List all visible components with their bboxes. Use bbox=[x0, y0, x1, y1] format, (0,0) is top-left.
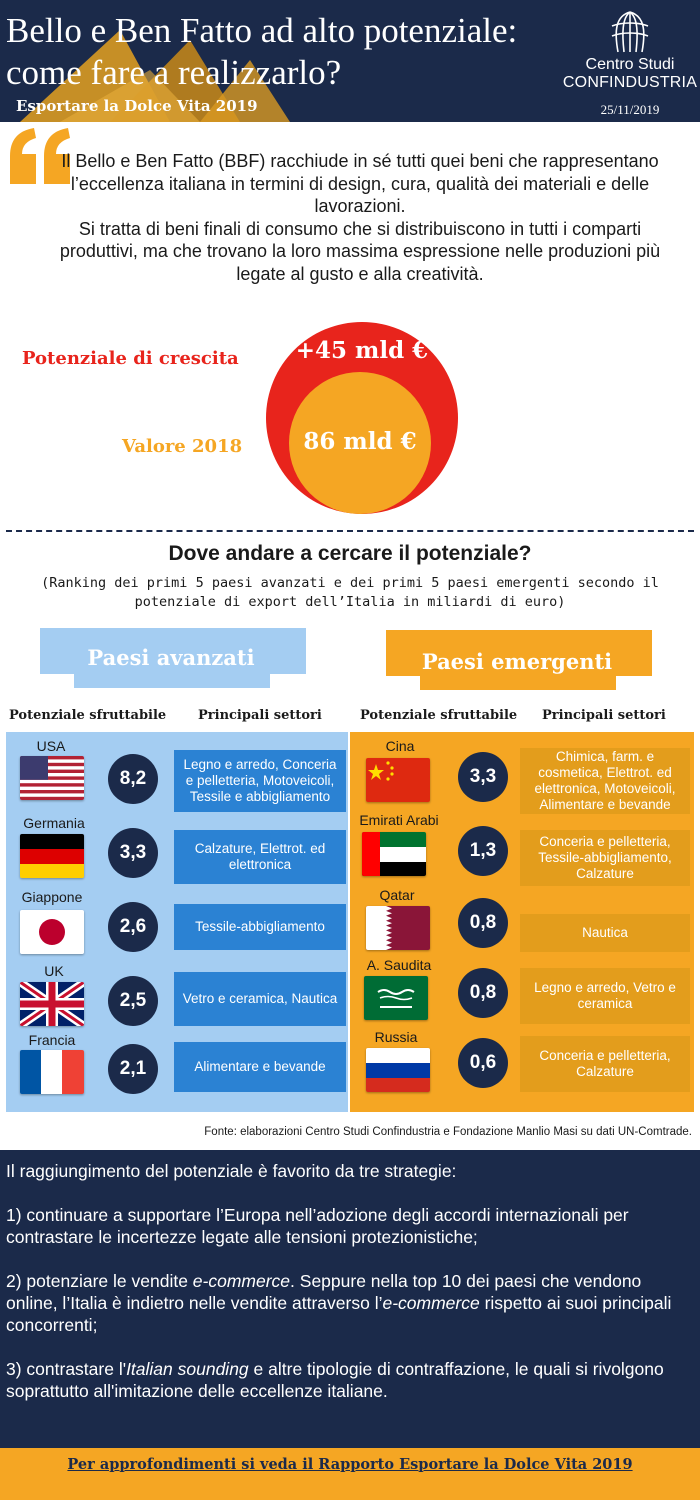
china-flag-icon bbox=[366, 758, 430, 802]
emerging-col-sectors: Principali settori bbox=[542, 708, 666, 723]
strategy-3: 3) contrastare l'Italian sounding e altr… bbox=[6, 1358, 696, 1402]
title-line-2: come fare a realizzarlo? bbox=[6, 53, 342, 92]
potential-value: 0,8 bbox=[458, 968, 508, 1018]
page-subtitle: Esportare la Dolce Vita 2019 bbox=[16, 97, 258, 115]
sectors-box: Tessile-abbigliamento bbox=[174, 904, 346, 950]
strategy-2-part-a: 2) potenziare le vendite bbox=[6, 1271, 193, 1291]
sectors-box: Nautica bbox=[520, 914, 690, 952]
country-name: Cina bbox=[385, 738, 415, 754]
japan-flag-icon bbox=[20, 910, 84, 954]
strategy-2-emphasis-2: e-commerce bbox=[382, 1293, 480, 1313]
strategy-3-part-b: e altre tipologie di contraffazione, le … bbox=[6, 1359, 664, 1401]
potential-value: 2,1 bbox=[108, 1044, 158, 1094]
country-name: Emirati Arabi bbox=[359, 812, 439, 828]
country-name: Germania bbox=[23, 815, 85, 831]
sectors-box: Alimentare e bevande bbox=[174, 1042, 346, 1092]
growth-label: Potenziale di crescita bbox=[22, 348, 239, 369]
section-divider bbox=[6, 530, 694, 532]
org-name-line-2: CONFINDUSTRIA bbox=[562, 74, 698, 91]
quote-icon bbox=[10, 128, 70, 184]
uk-flag-icon bbox=[20, 982, 84, 1026]
advanced-col-potential: Potenziale sfruttabile bbox=[9, 708, 167, 723]
sectors-box: Legno e arredo, Conceria e pelletteria, … bbox=[174, 750, 346, 812]
country-name: Russia bbox=[374, 1029, 418, 1045]
advanced-title: Paesi avanzati bbox=[87, 645, 255, 670]
value-label: Valore 2018 bbox=[122, 436, 243, 457]
strategies-text: Il raggiungimento del potenziale è favor… bbox=[6, 1160, 696, 1424]
potential-value: 2,6 bbox=[108, 902, 158, 952]
report-link[interactable]: Per approfondimenti si veda il Rapporto … bbox=[67, 1456, 633, 1473]
potential-value: 8,2 bbox=[108, 754, 158, 804]
strategy-2-emphasis-1: e-commerce bbox=[192, 1271, 291, 1291]
country-name: Qatar bbox=[379, 887, 415, 903]
country-name: Giappone bbox=[21, 889, 83, 905]
potential-value: 0,8 bbox=[458, 898, 508, 948]
saudi-flag-icon bbox=[364, 976, 428, 1020]
sectors-box: Calzature, Elettrot. ed elettronica bbox=[174, 830, 346, 884]
advanced-col-sectors: Principali settori bbox=[198, 708, 322, 723]
strategy-1: 1) continuare a supportare l’Europa nell… bbox=[6, 1205, 629, 1247]
sectors-box: Conceria e pelletteria, Tessile-abbiglia… bbox=[520, 830, 690, 886]
strategies-panel bbox=[0, 1150, 700, 1448]
strategy-2-part-b: . Seppure nella top 10 dei paesi che ven… bbox=[6, 1271, 642, 1313]
country-name: USA bbox=[36, 738, 66, 754]
value-value: 86 mld € bbox=[303, 428, 417, 455]
strategy-3-emphasis: Italian sounding bbox=[126, 1359, 249, 1379]
emerging-col-potential: Potenziale sfruttabile bbox=[360, 708, 518, 723]
growth-value: +45 mld € bbox=[295, 337, 429, 364]
org-name-line-1: Centro Studi bbox=[585, 56, 675, 73]
france-flag-icon bbox=[20, 1050, 84, 1094]
intro-paragraph-2: Si tratta di beni finali di consumo che … bbox=[59, 218, 661, 284]
header: Bello e Ben Fatto ad alto potenziale: co… bbox=[0, 0, 700, 122]
potential-value: 3,3 bbox=[458, 752, 508, 802]
advanced-banner-tab bbox=[74, 672, 270, 688]
ranking-title: Dove andare a cercare il potenziale? bbox=[168, 542, 532, 565]
intro-text: Il Bello e Ben Fatto (BBF) racchiude in … bbox=[50, 150, 670, 285]
qatar-flag-icon bbox=[366, 906, 430, 950]
strategy-2: 2) potenziare le vendite e-commerce. Sep… bbox=[6, 1270, 696, 1336]
publication-date: 25/11/2019 bbox=[600, 102, 660, 117]
intro-paragraph-1: Il Bello e Ben Fatto (BBF) racchiude in … bbox=[61, 151, 659, 216]
sectors-box: Legno e arredo, Vetro e ceramica bbox=[520, 968, 690, 1024]
data-source: Fonte: elaborazioni Centro Studi Confind… bbox=[204, 1126, 692, 1138]
confindustria-logo-icon bbox=[611, 11, 649, 53]
potential-value: 3,3 bbox=[108, 828, 158, 878]
ranking-subtitle: (Ranking dei primi 5 paesi avanzati e de… bbox=[41, 575, 659, 610]
strategies-intro: Il raggiungimento del potenziale è favor… bbox=[6, 1161, 457, 1181]
advanced-banner bbox=[40, 628, 306, 674]
potential-value: 0,6 bbox=[458, 1038, 508, 1088]
header-decoration bbox=[20, 30, 290, 122]
usa-flag-icon bbox=[20, 756, 84, 800]
footer-bar bbox=[0, 1448, 700, 1500]
strategy-2-part-c: rispetto ai suoi principali concorrenti; bbox=[6, 1293, 672, 1335]
page-title: Bello e Ben Fatto ad alto potenziale: co… bbox=[6, 10, 606, 94]
strategy-3-part-a: 3) contrastare l' bbox=[6, 1359, 127, 1379]
country-name: UK bbox=[44, 963, 64, 979]
emerging-title: Paesi emergenti bbox=[421, 649, 613, 674]
potential-value: 1,3 bbox=[458, 826, 508, 876]
potential-value: 2,5 bbox=[108, 976, 158, 1026]
uae-flag-icon bbox=[362, 832, 426, 876]
country-name: A. Saudita bbox=[366, 957, 432, 973]
emerging-banner bbox=[386, 630, 652, 676]
title-line-1: Bello e Ben Fatto ad alto potenziale: bbox=[6, 11, 518, 50]
country-name: Francia bbox=[28, 1032, 76, 1048]
sectors-box: Vetro e ceramica, Nautica bbox=[174, 972, 346, 1026]
russia-flag-icon bbox=[366, 1048, 430, 1092]
sectors-box: Chimica, farm. e cosmetica, Elettrot. ed… bbox=[520, 748, 690, 814]
sectors-box: Conceria e pelletteria, Calzature bbox=[520, 1036, 690, 1092]
emerging-banner-tab bbox=[420, 674, 616, 690]
value-circle bbox=[289, 372, 431, 514]
germany-flag-icon bbox=[20, 834, 84, 878]
